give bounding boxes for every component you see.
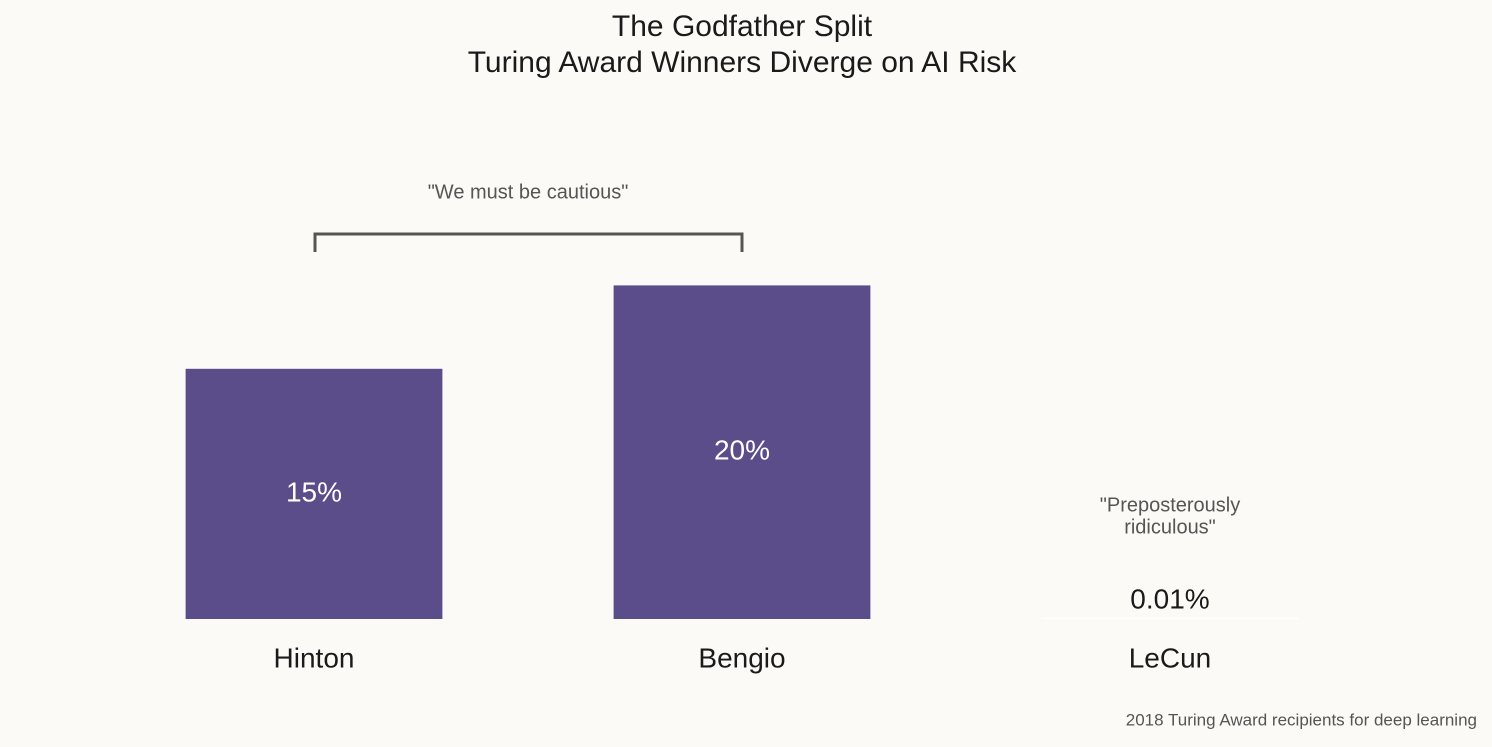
bar <box>1041 617 1299 619</box>
value-label: 15% <box>286 476 342 507</box>
bracket-annotation: "We must be cautious" <box>428 181 629 203</box>
chart-subtitle: Turing Award Winners Diverge on AI Risk <box>468 46 1018 79</box>
x-tick-label: LeCun <box>1129 642 1212 673</box>
bracket <box>313 232 744 252</box>
lecun-annotation: ridiculous" <box>1124 516 1216 538</box>
source-note: 2018 Turing Award recipients for deep le… <box>1126 710 1477 729</box>
bar <box>185 368 443 619</box>
bar <box>613 285 871 619</box>
x-tick-label: Hinton <box>274 642 355 673</box>
x-tick-label: Bengio <box>698 642 785 673</box>
chart-title: The Godfather Split <box>612 10 873 43</box>
lecun-annotation: "Preposterously <box>1100 494 1241 516</box>
value-label: 20% <box>714 435 770 466</box>
value-label: 0.01% <box>1130 583 1209 614</box>
